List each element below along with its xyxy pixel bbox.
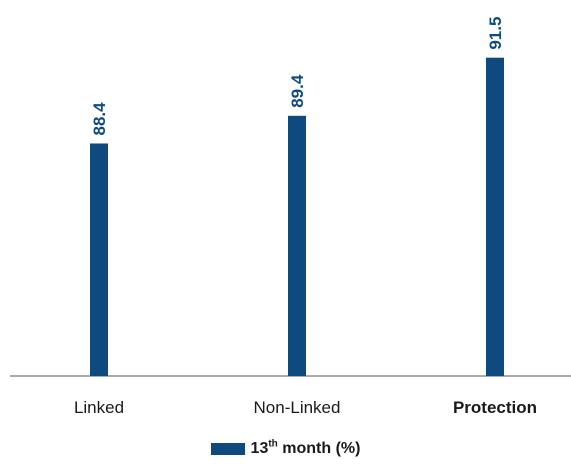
- legend-swatch: [210, 443, 245, 455]
- value-label: 88.4: [90, 102, 109, 136]
- legend: 13th month (%): [0, 437, 571, 461]
- legend-label-sup: th: [268, 438, 278, 450]
- legend-label-base: 13: [250, 440, 269, 457]
- bar-linked: [90, 143, 108, 376]
- bar-non-linked: [288, 115, 306, 377]
- value-label: 89.4: [288, 74, 307, 108]
- legend-label-rest: month (%): [277, 440, 361, 457]
- bar-protection: [486, 57, 504, 377]
- category-label: Non-Linked: [254, 398, 341, 417]
- value-label: 91.5: [486, 17, 505, 50]
- legend-label: 13th month (%): [250, 438, 361, 458]
- category-label: Linked: [74, 398, 124, 417]
- category-label: Protection: [453, 398, 537, 417]
